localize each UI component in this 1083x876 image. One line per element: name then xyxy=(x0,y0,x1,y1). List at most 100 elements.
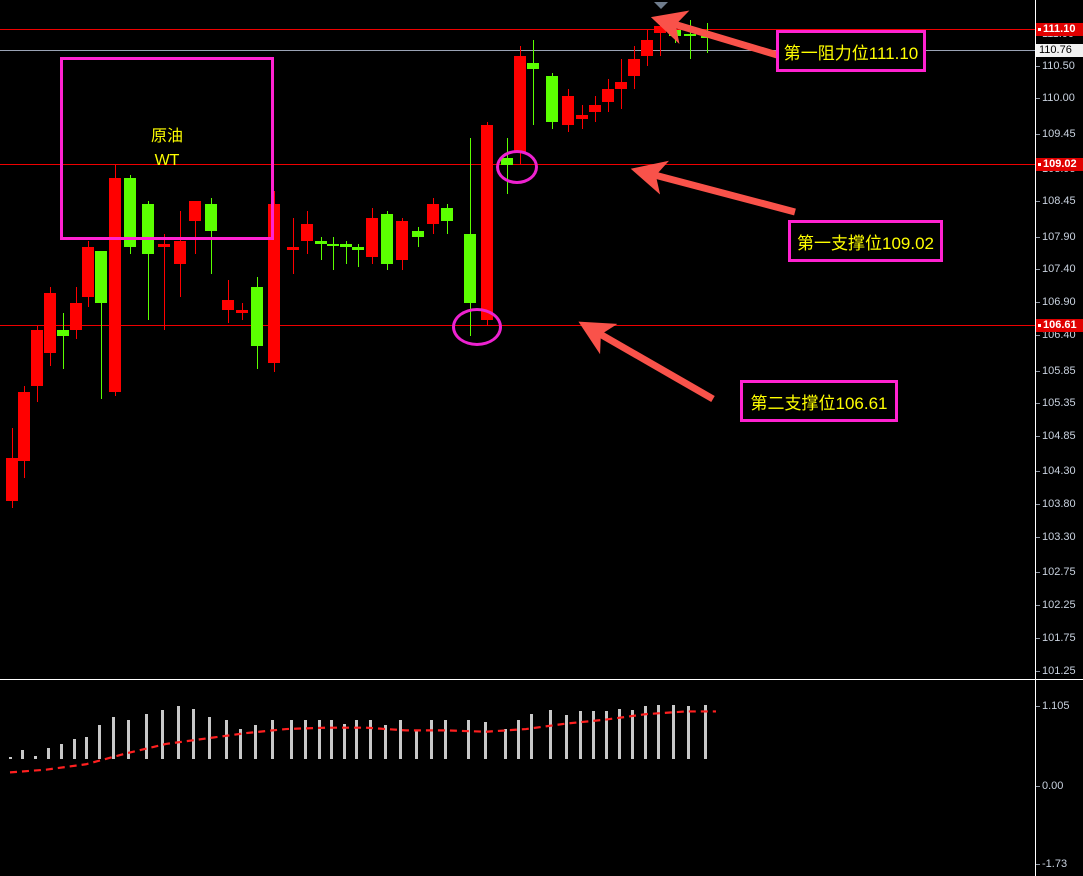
axis-separator xyxy=(1036,679,1083,680)
candle-body xyxy=(427,204,439,225)
candle-wick xyxy=(321,237,322,261)
highlight-ellipse-106[interactable] xyxy=(452,308,502,346)
candle-wick xyxy=(346,240,347,264)
candle-body xyxy=(18,392,30,462)
axis-tick-108.45: 108.45 xyxy=(1036,195,1083,208)
macd-histogram-bar xyxy=(530,714,533,759)
price-axis[interactable]: 111.00110.50110.00109.45108.95108.45107.… xyxy=(1035,0,1083,876)
candle-body xyxy=(268,204,280,363)
candle-wick xyxy=(293,217,294,274)
candle-body xyxy=(82,247,94,297)
macd-histogram-bar xyxy=(254,724,257,759)
price-tag-110.76[interactable]: 110.76 xyxy=(1036,44,1083,57)
macd-histogram-bar xyxy=(98,724,101,759)
symbol-line-2: WT xyxy=(154,152,180,169)
macd-histogram-bar xyxy=(549,710,552,759)
candle-body xyxy=(602,88,614,103)
candle-body xyxy=(684,34,696,37)
axis-tick-105.85: 105.85 xyxy=(1036,365,1083,378)
macd-histogram-bar xyxy=(517,719,520,759)
price-level-line-111.10 xyxy=(0,29,1035,30)
macd-histogram-bar xyxy=(34,756,37,759)
annotation-label: 第一支撑位109.02 xyxy=(797,233,934,253)
macd-histogram-bar xyxy=(145,714,148,759)
candle-body xyxy=(576,115,588,119)
axis-tick-102.75: 102.75 xyxy=(1036,566,1083,579)
axis-tick-106.90: 106.90 xyxy=(1036,296,1083,309)
candle-wick xyxy=(148,201,149,320)
candle-body xyxy=(6,458,18,501)
axis-tick-101.75: 101.75 xyxy=(1036,632,1083,645)
macd-histogram-bar xyxy=(343,723,346,759)
axis-tick-label: 105.85 xyxy=(1042,365,1076,377)
macd-histogram-bar xyxy=(85,737,88,759)
macd-histogram-bar xyxy=(355,719,358,759)
annotation-support-2[interactable]: 第二支撑位106.61 xyxy=(740,380,898,422)
candle-wick xyxy=(660,19,661,57)
candle-body xyxy=(527,62,539,70)
macd-histogram-bar xyxy=(504,729,507,759)
macd-indicator-panel[interactable] xyxy=(0,684,1035,876)
macd-histogram-bar xyxy=(47,748,50,759)
candle-body xyxy=(481,125,493,320)
macd-histogram-bar xyxy=(631,710,634,759)
candle-body xyxy=(31,329,43,386)
candle-body xyxy=(174,240,186,264)
axis-tick-101.25: 101.25 xyxy=(1036,665,1083,678)
candle-body xyxy=(124,177,136,248)
macd-histogram-bar xyxy=(239,729,242,759)
axis-tick-110.00: 110.00 xyxy=(1036,92,1083,105)
candle-wick xyxy=(707,23,708,53)
highlight-ellipse-109[interactable] xyxy=(496,150,538,184)
candle-body xyxy=(95,250,107,304)
macd-histogram-bar xyxy=(467,719,470,759)
axis-tick-label: 102.75 xyxy=(1042,566,1076,578)
candle-body xyxy=(44,293,56,353)
macd-histogram-bar xyxy=(290,719,293,759)
axis-tick-label: 103.80 xyxy=(1042,498,1076,510)
macd-histogram-bar xyxy=(704,704,707,759)
candle-wick xyxy=(358,243,359,267)
axis-tick-104.85: 104.85 xyxy=(1036,430,1083,443)
symbol-line-1: 原油 xyxy=(150,128,183,145)
annotation-label: 第二支撑位106.61 xyxy=(750,393,888,413)
macd-histogram-bar xyxy=(318,719,321,759)
candle-body xyxy=(669,29,681,36)
axis-tick-label: 109.45 xyxy=(1042,128,1076,140)
candle-wick xyxy=(101,250,102,399)
macd-histogram-bar xyxy=(415,730,418,759)
price-chart-panel[interactable]: 原油 WT xyxy=(0,0,1035,679)
candle-body xyxy=(236,309,248,314)
price-tag-111.10[interactable]: 111.10 xyxy=(1036,23,1083,36)
candle-body xyxy=(441,207,453,221)
axis-tick-label: 101.25 xyxy=(1042,665,1076,677)
annotation-support-1[interactable]: 第一支撑位109.02 xyxy=(788,220,943,262)
axis-tick-label: 105.35 xyxy=(1042,397,1076,409)
axis-tick-105.35: 105.35 xyxy=(1036,397,1083,410)
price-tag-label: 111.10 xyxy=(1043,23,1076,35)
macd-histogram-bar xyxy=(304,719,307,759)
macd-signal-line xyxy=(9,710,716,774)
candle-body xyxy=(340,243,352,248)
macd-histogram-bar xyxy=(592,711,595,759)
annotation-resistance-1[interactable]: 第一阻力位111.10 xyxy=(776,30,926,72)
candle-body xyxy=(70,303,82,330)
candle-body xyxy=(589,105,601,113)
macd-histogram-bar xyxy=(271,719,274,759)
price-tag-109.02[interactable]: 109.02 xyxy=(1036,158,1083,171)
macd-histogram-bar xyxy=(112,716,115,759)
macd-histogram-bar xyxy=(484,721,487,759)
macd-histogram-bar xyxy=(399,719,402,759)
symbol-label-box[interactable] xyxy=(60,57,274,240)
candle-body xyxy=(546,75,558,122)
indicator-tick--1.73: -1.73 xyxy=(1036,858,1083,871)
price-level-line-110.76 xyxy=(0,50,1035,51)
price-tag-106.61[interactable]: 106.61 xyxy=(1036,319,1083,332)
macd-histogram-bar xyxy=(444,719,447,759)
indicator-tick-0.00: 0.00 xyxy=(1036,780,1083,793)
candle-body xyxy=(464,234,476,304)
axis-tick-label: 102.25 xyxy=(1042,599,1076,611)
axis-tick-label: 110.00 xyxy=(1042,92,1075,104)
candle-body xyxy=(514,56,526,152)
axis-tick-110.50: 110.50 xyxy=(1036,60,1083,73)
